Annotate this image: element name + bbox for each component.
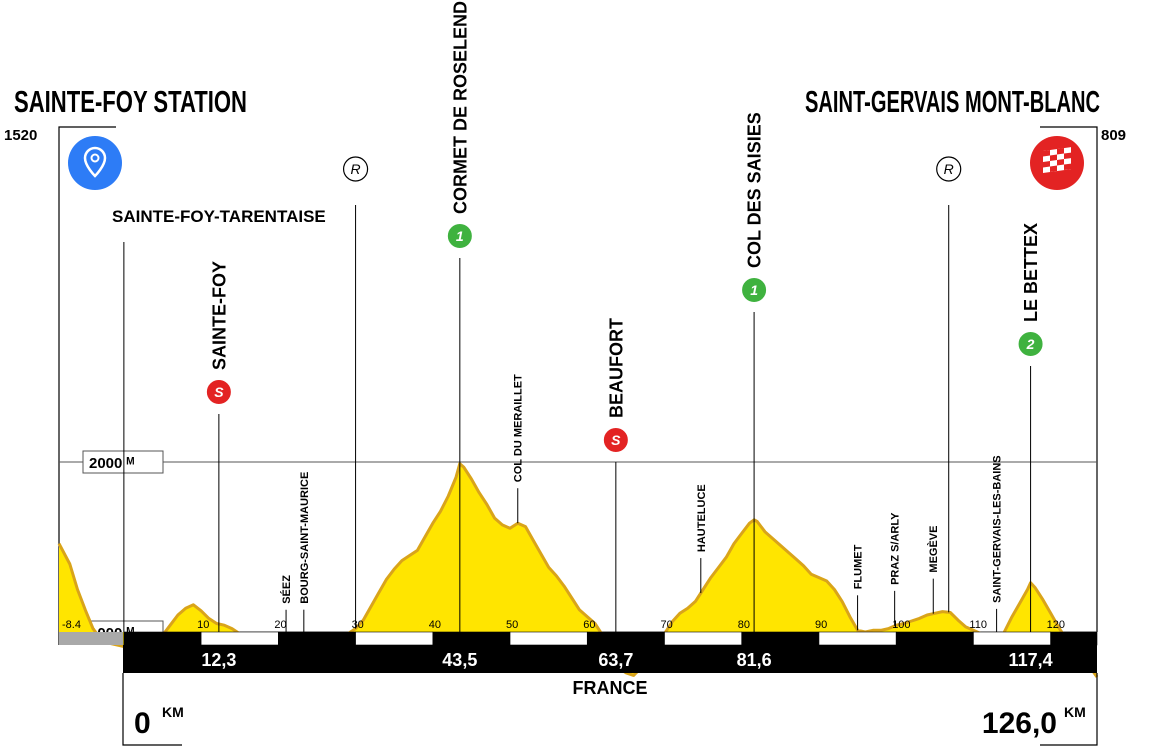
waypoint-label: SAINTE-FOY	[209, 261, 229, 370]
km-tick-label: 50	[506, 619, 518, 631]
start-town-title: SAINTE-FOY STATION	[14, 84, 247, 119]
km-scale-segment	[973, 631, 1051, 646]
climb-category-icon: 1	[445, 222, 474, 250]
waypoint-label: COL DU MERAILLET	[513, 374, 525, 482]
end-km-unit: KM	[1064, 704, 1086, 720]
km-tick-label: 100	[892, 619, 910, 631]
km-scale-segment	[200, 631, 279, 646]
neutral-zone-bar	[59, 632, 123, 645]
footer-right-bracket	[1040, 673, 1098, 746]
end-km: 126,0	[982, 707, 1057, 740]
waypoint-label: SAINT-GERVAIS-LES-BAINS	[992, 455, 1004, 603]
waypoint-markers: SAINTE-FOY-TARENTAISE S SAINTE-FOY SÉEZ BOUR…	[112, 1, 1045, 645]
km-tick-label: 70	[661, 619, 673, 631]
km-scale-segment	[664, 631, 743, 646]
km-tick-label: -8.4	[62, 619, 81, 631]
km-scale-segment	[1050, 631, 1098, 646]
waypoint-distance-label: 81,6	[737, 650, 772, 670]
svg-text:R: R	[351, 161, 361, 177]
waypoint-distance-label: 63,7	[598, 650, 633, 670]
waypoint-label: HAUTELUCE	[696, 484, 708, 552]
km-scale-segment	[123, 631, 202, 646]
km-tick-label: 40	[429, 619, 441, 631]
finish-frame-line	[1040, 126, 1098, 632]
svg-text:1: 1	[750, 282, 758, 298]
svg-text:2: 2	[1026, 336, 1035, 352]
waypoint-label: PRAZ S/ARLY	[890, 512, 902, 585]
country-label: FRANCE	[573, 678, 648, 698]
km-axis: -8.4 10 20 30 40 50 60 70 80 90 100 110 120	[62, 619, 1098, 646]
distance-labels: 12,3 43,5 63,7 81,6 117,4	[201, 650, 1052, 670]
start-km-unit: KM	[162, 704, 184, 720]
svg-text:1: 1	[456, 228, 464, 244]
km-scale-segment	[509, 631, 588, 646]
km-tick-label: 30	[352, 619, 364, 631]
finish-altitude: 809	[1101, 127, 1126, 144]
km-scale-segment	[586, 631, 665, 646]
climb-category-icon: 2	[1016, 330, 1045, 358]
km-scale-segment	[818, 631, 897, 646]
feed-zone-icon: R	[342, 156, 369, 182]
km-scale-segment	[278, 631, 356, 646]
start-altitude: 1520	[4, 127, 37, 144]
km-scale-segment	[355, 631, 434, 646]
svg-text:S: S	[214, 384, 224, 400]
km-tick-label: 20	[274, 619, 286, 631]
svg-text:S: S	[611, 432, 621, 448]
waypoint-label: LE BETTEX	[1021, 223, 1041, 322]
waypoint-label: MEGÈVE	[927, 526, 940, 573]
km-tick-label: 10	[197, 619, 209, 631]
waypoint-distance-label: 12,3	[201, 650, 236, 670]
km-scale-segment	[432, 631, 511, 646]
km-tick-label: 80	[738, 619, 750, 631]
svg-text:R: R	[944, 161, 954, 177]
waypoint-label: SÉEZ	[280, 575, 293, 604]
finish-flag-icon	[1030, 136, 1084, 190]
km-tick-label: 110	[969, 619, 987, 631]
km-tick-label: 120	[1047, 619, 1065, 631]
km-scale-segment	[895, 631, 974, 646]
elevation-guide-label: 2000 ᴹ	[89, 455, 135, 472]
waypoint-label: COL DES SAISIES	[745, 112, 765, 268]
elevation-profile-area	[59, 463, 1097, 677]
km-tick-label: 90	[815, 619, 827, 631]
waypoint-distance-label: 43,5	[442, 650, 477, 670]
km-tick-label: 60	[583, 619, 595, 631]
footer-left-bracket	[122, 673, 182, 746]
waypoint-label: SAINTE-FOY-TARENTAISE	[112, 207, 326, 226]
waypoint-label: CORMET DE ROSELEND	[450, 1, 470, 214]
start-frame-line	[58, 126, 116, 645]
waypoint-distance-label: 117,4	[1009, 650, 1053, 670]
finish-town-title: SAINT-GERVAIS MONT-BLANC	[805, 84, 1100, 119]
waypoint-label: FLUMET	[853, 544, 865, 589]
distance-band	[123, 645, 1097, 673]
start-location-icon	[68, 136, 122, 190]
sprint-icon: S	[204, 378, 233, 406]
start-km: 0	[134, 707, 151, 740]
km-scale-segment	[741, 631, 820, 646]
waypoint-label: BOURG-SAINT-MAURICE	[299, 472, 311, 604]
feed-zone-icon: R	[936, 156, 962, 182]
sprint-icon: S	[601, 426, 630, 454]
waypoint-label: BEAUFORT	[606, 318, 626, 418]
elevation-guide-box	[82, 450, 164, 474]
climb-category-icon: 1	[740, 276, 769, 304]
